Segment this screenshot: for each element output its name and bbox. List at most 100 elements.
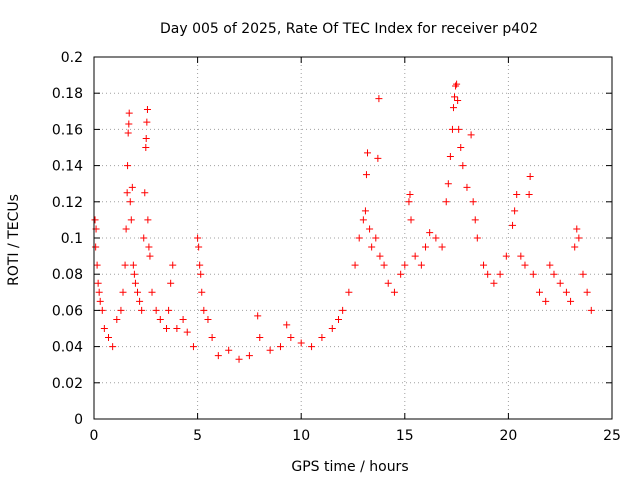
data-point [276,343,284,351]
data-point [125,120,133,128]
data-point [442,198,450,206]
data-point [467,131,475,139]
x-tick-label: 5 [193,428,202,444]
data-point [119,288,127,296]
data-point [204,315,212,323]
data-point [95,288,103,296]
data-point [100,325,108,332]
data-points [91,80,595,363]
data-point [471,216,479,224]
data-point [287,334,295,342]
data-point [339,306,347,314]
data-point [454,96,462,104]
data-point [384,279,392,287]
y-tick-label: 0.08 [52,267,83,283]
data-point [200,306,208,314]
data-point [197,270,205,278]
data-point [513,191,521,199]
data-point [195,243,203,251]
data-point [417,261,425,269]
data-point [214,352,222,360]
data-point [535,288,543,296]
x-tick-label: 15 [396,428,414,444]
data-point [173,325,181,332]
data-point [406,191,414,199]
data-point [93,261,101,269]
data-point [484,270,492,278]
y-axis-label: ROTI / TECUs [6,194,22,286]
data-point [364,149,372,157]
data-point [225,346,233,354]
data-point [407,216,415,224]
data-point [297,339,305,347]
data-point [123,189,131,197]
chart-title: Day 005 of 2025, Rate Of TEC Index for r… [160,21,538,37]
y-tick-label: 0.18 [52,86,83,102]
data-point [556,279,564,287]
data-point [452,82,460,90]
data-point [375,95,383,103]
data-point [517,252,525,260]
data-point [92,243,100,251]
data-point [113,315,121,323]
data-point [146,252,154,260]
data-point [361,207,369,215]
data-point [109,343,117,351]
data-point [542,297,550,305]
data-point [359,216,367,224]
data-point [129,261,137,269]
grid-lines [94,57,612,419]
y-tick-label: 0 [74,412,83,428]
data-point [334,315,342,323]
data-point [502,252,510,260]
data-point [283,321,291,329]
data-point [134,288,142,296]
data-point [198,288,206,296]
data-point [550,270,558,278]
data-point [469,198,477,206]
data-point [131,279,139,287]
data-point [144,216,152,224]
y-tick-label: 0.12 [52,195,83,211]
axis-ticks: 0 5 10 15 20 25 0 0.02 0.04 0.06 0.08 0.1 0.12 0.14 0.… [52,50,621,444]
data-point [96,297,104,305]
data-point [446,153,454,161]
data-point [374,154,382,162]
data-point [145,243,153,251]
data-point [426,229,434,237]
data-point [125,109,133,117]
data-point [573,225,581,233]
data-point [208,334,216,342]
y-tick-label: 0.06 [52,303,83,319]
data-point [189,343,197,351]
data-point [183,328,191,336]
data-point [380,261,388,269]
data-point [457,144,465,151]
data-point [143,105,151,113]
data-point [401,261,409,269]
data-point [194,234,202,242]
data-point [432,234,440,242]
data-point [463,183,471,191]
data-point [405,198,413,206]
data-point [362,171,370,179]
data-point [451,93,459,101]
data-point [422,243,430,251]
data-point [142,134,150,142]
data-point [165,306,173,314]
data-point [368,243,376,251]
data-point [254,312,262,320]
data-point [444,180,452,188]
data-point [571,243,579,251]
data-point [366,225,374,233]
data-point [196,261,204,269]
data-point [169,261,177,269]
data-point [529,270,537,278]
data-point [546,261,554,269]
x-tick-label: 20 [499,428,517,444]
data-point [562,288,570,296]
data-point [126,198,134,206]
data-point [511,207,519,215]
x-tick-label: 0 [90,428,99,444]
